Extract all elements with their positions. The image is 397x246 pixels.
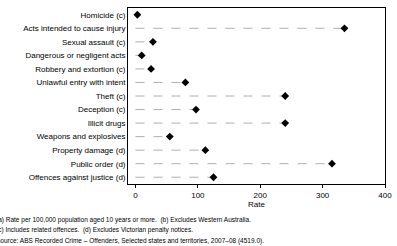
svg-text:Property damage (d): Property damage (d)	[52, 146, 126, 155]
svg-text:(a) Rate per 100,000 populatio: (a) Rate per 100,000 population aged 10 …	[0, 216, 251, 224]
svg-text:Deception (c): Deception (c)	[78, 105, 126, 114]
svg-text:Illicit drugs: Illicit drugs	[88, 119, 126, 128]
svg-text:Public order (d): Public order (d)	[71, 159, 126, 168]
svg-text:400: 400	[378, 191, 392, 200]
svg-text:(c) Includes related offences.: (c) Includes related offences. (d) Exclu…	[0, 226, 193, 234]
svg-text:200: 200	[254, 191, 268, 200]
svg-text:Theft (c): Theft (c)	[96, 92, 126, 101]
svg-text:Unlawful entry with intent: Unlawful entry with intent	[37, 78, 127, 87]
svg-text:100: 100	[191, 191, 205, 200]
svg-text:Weapons and explosives: Weapons and explosives	[37, 132, 126, 141]
svg-text:300: 300	[316, 191, 330, 200]
svg-text:Rate: Rate	[248, 200, 265, 209]
svg-text:Offences against justice (d): Offences against justice (d)	[29, 173, 126, 182]
svg-text:Homicide (c): Homicide (c)	[81, 11, 126, 20]
svg-text:Dangerous or negligent acts: Dangerous or negligent acts	[25, 51, 125, 60]
svg-text:Source: ABS Recorded Crime – O: Source: ABS Recorded Crime – Offenders, …	[0, 237, 264, 245]
svg-text:Robbery and extortion (c): Robbery and extortion (c)	[35, 65, 126, 74]
svg-text:Acts intended to cause injury: Acts intended to cause injury	[23, 24, 125, 33]
svg-text:0: 0	[133, 191, 138, 200]
svg-text:Sexual assault (c): Sexual assault (c)	[62, 38, 126, 47]
